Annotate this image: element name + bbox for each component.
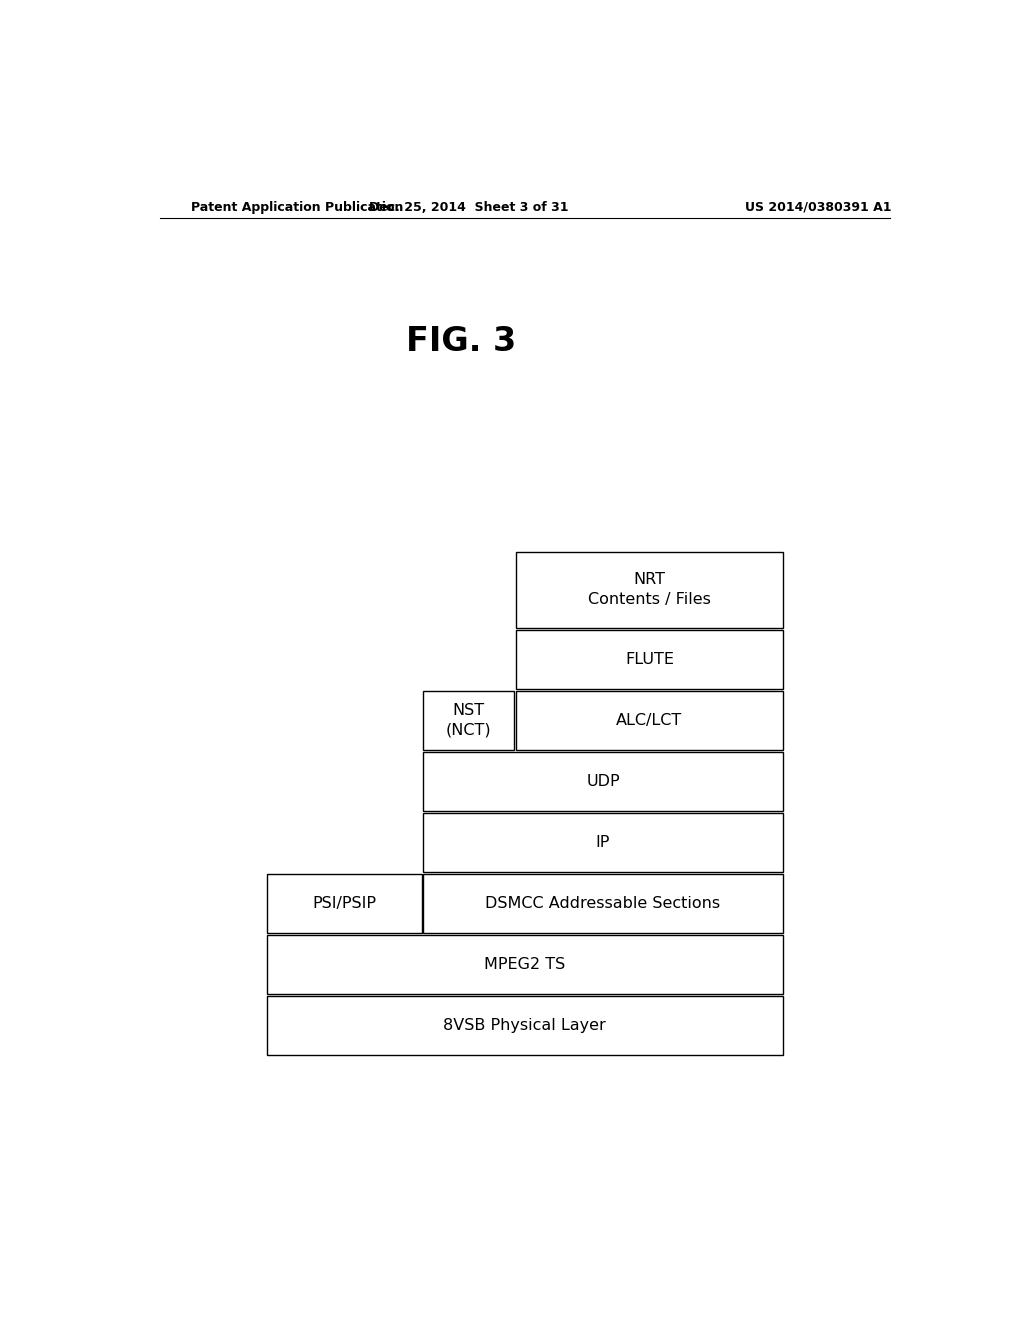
FancyBboxPatch shape [423,690,514,750]
Text: Patent Application Publication: Patent Application Publication [191,201,403,214]
Text: US 2014/0380391 A1: US 2014/0380391 A1 [745,201,892,214]
Text: FLUTE: FLUTE [625,652,674,667]
Text: FIG. 3: FIG. 3 [407,325,516,358]
FancyBboxPatch shape [423,813,782,873]
Text: DSMCC Addressable Sections: DSMCC Addressable Sections [485,896,721,911]
FancyBboxPatch shape [516,630,782,689]
Text: NST
(NCT): NST (NCT) [446,704,492,738]
Text: MPEG2 TS: MPEG2 TS [484,957,565,972]
FancyBboxPatch shape [423,752,782,810]
Text: 8VSB Physical Layer: 8VSB Physical Layer [443,1018,606,1032]
FancyBboxPatch shape [267,935,782,994]
FancyBboxPatch shape [267,874,422,933]
Text: Dec. 25, 2014  Sheet 3 of 31: Dec. 25, 2014 Sheet 3 of 31 [370,201,569,214]
Text: IP: IP [596,836,610,850]
Text: PSI/PSIP: PSI/PSIP [312,896,376,911]
FancyBboxPatch shape [423,874,782,933]
Text: UDP: UDP [586,774,620,789]
FancyBboxPatch shape [516,552,782,628]
Text: NRT
Contents / Files: NRT Contents / Files [588,573,711,607]
FancyBboxPatch shape [267,995,782,1055]
Text: ALC/LCT: ALC/LCT [616,713,683,727]
FancyBboxPatch shape [516,690,782,750]
